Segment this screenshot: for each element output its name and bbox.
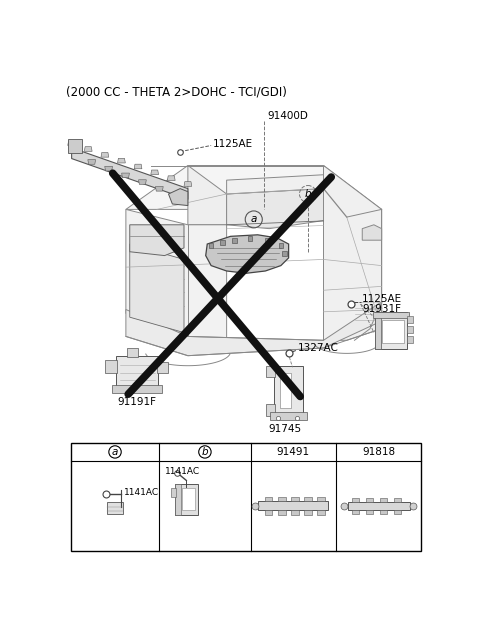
- Bar: [71, 443, 421, 550]
- Bar: [373, 312, 409, 318]
- Bar: [394, 509, 401, 514]
- Bar: [282, 251, 287, 256]
- Polygon shape: [188, 165, 227, 225]
- Bar: [220, 240, 225, 245]
- Bar: [265, 238, 270, 243]
- Polygon shape: [168, 188, 188, 205]
- Bar: [107, 502, 123, 514]
- Bar: [157, 362, 168, 373]
- Polygon shape: [227, 175, 324, 194]
- Bar: [266, 404, 276, 415]
- Text: 1125AE: 1125AE: [362, 294, 402, 305]
- Polygon shape: [126, 210, 227, 340]
- Polygon shape: [88, 160, 96, 164]
- Polygon shape: [206, 234, 288, 273]
- Bar: [291, 511, 299, 515]
- Text: (2000 CC - THETA 2>DOHC - TCI/GDI): (2000 CC - THETA 2>DOHC - TCI/GDI): [66, 85, 287, 98]
- Bar: [112, 385, 162, 392]
- Polygon shape: [324, 165, 382, 340]
- Text: 91745: 91745: [268, 424, 301, 434]
- Text: 1141AC: 1141AC: [124, 488, 159, 497]
- Polygon shape: [118, 159, 125, 163]
- Text: 1125AE: 1125AE: [213, 139, 253, 149]
- Bar: [291, 496, 299, 501]
- Polygon shape: [134, 164, 142, 169]
- Bar: [366, 509, 373, 514]
- Bar: [209, 243, 214, 248]
- Bar: [266, 366, 276, 378]
- Bar: [380, 509, 387, 514]
- Bar: [248, 236, 252, 241]
- Bar: [278, 496, 286, 501]
- Text: a: a: [251, 215, 257, 225]
- Polygon shape: [139, 180, 146, 184]
- Bar: [171, 488, 176, 498]
- Bar: [264, 496, 272, 501]
- Bar: [304, 496, 312, 501]
- Polygon shape: [362, 225, 382, 240]
- Bar: [317, 496, 325, 501]
- Bar: [352, 509, 359, 514]
- Text: b: b: [305, 189, 312, 199]
- Bar: [407, 326, 413, 333]
- Text: 91191F: 91191F: [117, 397, 156, 407]
- Bar: [407, 315, 413, 323]
- Bar: [383, 320, 404, 343]
- Polygon shape: [126, 302, 382, 356]
- Polygon shape: [126, 165, 382, 210]
- Bar: [258, 501, 328, 511]
- Bar: [394, 498, 401, 502]
- Bar: [375, 312, 381, 349]
- Bar: [278, 243, 283, 248]
- Text: b: b: [202, 447, 208, 457]
- Bar: [232, 238, 237, 243]
- Bar: [68, 139, 82, 153]
- Bar: [175, 485, 198, 515]
- Polygon shape: [121, 173, 130, 178]
- Polygon shape: [184, 182, 192, 187]
- Bar: [182, 488, 195, 509]
- Bar: [317, 511, 325, 515]
- Bar: [366, 498, 373, 502]
- Polygon shape: [168, 176, 175, 180]
- Polygon shape: [151, 170, 158, 175]
- Polygon shape: [227, 188, 347, 229]
- Bar: [352, 498, 359, 502]
- Polygon shape: [72, 148, 188, 200]
- Bar: [278, 511, 286, 515]
- Bar: [304, 511, 312, 515]
- Text: 1327AC: 1327AC: [298, 343, 339, 353]
- Bar: [407, 336, 413, 343]
- Bar: [348, 502, 409, 509]
- Bar: [280, 373, 291, 408]
- Polygon shape: [130, 225, 184, 256]
- Bar: [274, 366, 303, 415]
- Bar: [380, 498, 387, 502]
- Bar: [264, 511, 272, 515]
- Text: 1141AC: 1141AC: [166, 467, 201, 476]
- Bar: [375, 312, 407, 349]
- Polygon shape: [68, 141, 75, 146]
- Polygon shape: [84, 147, 92, 151]
- Bar: [116, 356, 158, 388]
- Text: a: a: [112, 447, 118, 457]
- Bar: [270, 412, 307, 420]
- Bar: [175, 485, 181, 515]
- Polygon shape: [105, 166, 112, 171]
- Bar: [105, 360, 117, 373]
- Bar: [127, 348, 138, 357]
- Polygon shape: [101, 152, 108, 157]
- Text: 91400D: 91400D: [268, 111, 309, 121]
- Text: 91491: 91491: [276, 447, 310, 457]
- Polygon shape: [156, 187, 163, 191]
- Text: 91818: 91818: [362, 447, 395, 457]
- Text: 91931F: 91931F: [362, 304, 401, 313]
- Polygon shape: [130, 244, 184, 333]
